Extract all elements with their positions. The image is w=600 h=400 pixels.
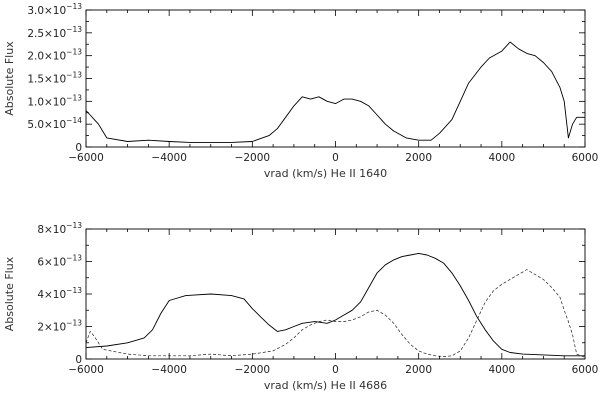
y-tick-label: 4×10−13 (37, 286, 82, 301)
x-tick-label: −6000 (68, 152, 104, 164)
y-tick-label: 2×10−13 (37, 319, 82, 334)
series-solid-line (85, 252, 585, 357)
y-axis-label: Absolute Flux (3, 41, 16, 116)
x-tick-label: 6000 (572, 364, 599, 376)
y-axis-label: Absolute Flux (3, 256, 16, 331)
series-dashed-line (85, 269, 586, 358)
y-tick-label: 6×10−13 (37, 254, 82, 269)
y-tick-label: 1.5×10−13 (27, 71, 82, 86)
x-tick-label: −4000 (151, 152, 187, 164)
x-tick-label: 6000 (572, 152, 599, 164)
y-tick-label: 2.5×10−13 (27, 25, 82, 40)
y-tick-label: 0 (75, 142, 82, 154)
x-tick-label: 0 (332, 152, 339, 164)
x-tick-label: 4000 (488, 152, 515, 164)
series-solid-line (85, 41, 585, 143)
x-tick-label: 0 (332, 364, 339, 376)
plot-frame (85, 228, 586, 360)
x-tick-label: 4000 (488, 364, 515, 376)
y-tick-label: 8×10−13 (37, 221, 82, 236)
y-tick-label: 3.0×10−13 (27, 2, 82, 17)
x-tick-label: −2000 (235, 364, 271, 376)
x-axis-label: vrad (km/s) He II 4686 (264, 379, 387, 392)
he-ii-1640-panel: −6000 −4000 −2000 0 2000 4000 6000 0 5.0×10−14 1.… (3, 2, 598, 180)
x-axis-label: vrad (km/s) He II 1640 (264, 167, 387, 180)
y-tick-label: 5.0×10−14 (27, 116, 82, 131)
y-tick-label: 1.0×10−13 (27, 93, 82, 108)
x-tick-label: 2000 (405, 152, 432, 164)
y-tick-label: 0 (75, 354, 82, 366)
he-ii-4686-panel: −6000 −4000 −2000 0 2000 4000 6000 0 2×10−13 4×10… (3, 221, 598, 392)
x-tick-label: 2000 (405, 364, 432, 376)
y-tick-label: 2.0×10−13 (27, 48, 82, 63)
plot-frame (85, 9, 586, 148)
x-tick-label: −4000 (151, 364, 187, 376)
x-tick-label: −6000 (68, 364, 104, 376)
x-tick-label: −2000 (235, 152, 271, 164)
